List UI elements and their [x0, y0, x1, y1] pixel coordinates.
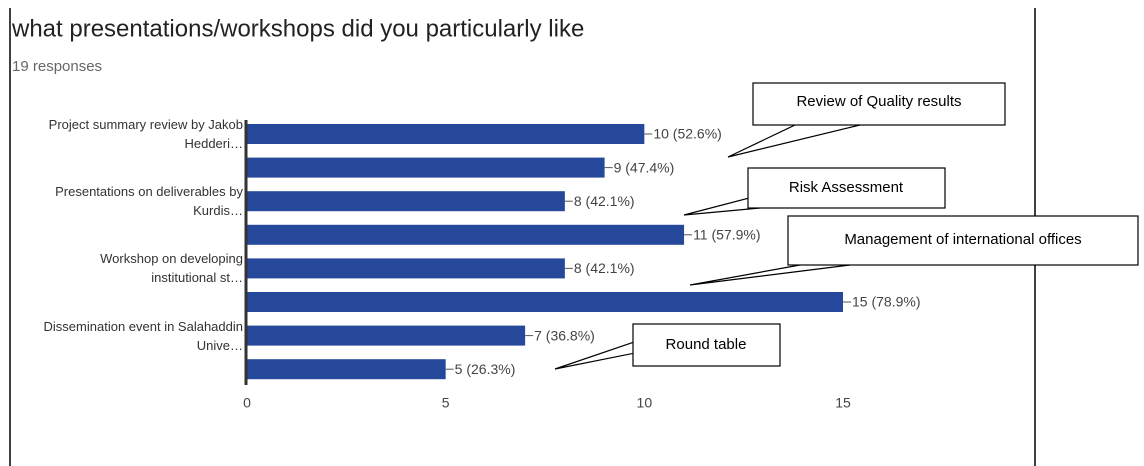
bar [247, 359, 446, 380]
chart-title: what presentations/workshops did you par… [11, 15, 584, 42]
bar [247, 292, 843, 312]
bar [247, 157, 605, 178]
x-tick-label: 10 [637, 395, 653, 411]
y-tick-label: Presentations on deliverables by Kurdis… [55, 184, 243, 219]
callouts [554, 82, 1139, 370]
callout-pointer [727, 124, 861, 158]
callout-pointer [554, 339, 641, 370]
callout-box [752, 82, 1006, 126]
value-label: 11 (57.9%) [693, 227, 760, 243]
bar [247, 224, 685, 245]
callout-pointer [689, 264, 851, 286]
x-tick-label: 0 [243, 395, 251, 411]
value-label: 15 (78.9%) [852, 294, 920, 310]
y-tick-label-box: Presentations on deliverables by Kurdis… [55, 184, 243, 219]
callout-box [747, 167, 946, 209]
value-label: 8 (42.1%) [574, 193, 635, 209]
y-tick-label: Dissemination event in Salahaddin Unive… [43, 318, 243, 353]
bar [247, 258, 565, 279]
callout-text: Risk Assessment [789, 179, 904, 196]
value-label: 9 (47.4%) [614, 159, 675, 175]
chart-subtitle: 19 responses [12, 58, 102, 75]
y-tick-label-box: Project summary review by Jakob Hedderi… [48, 117, 243, 151]
y-tick-label: Project summary review by Jakob Hedderi… [48, 117, 243, 151]
callout-box [787, 215, 1139, 266]
value-label: 8 (42.1%) [574, 260, 635, 276]
callout-text: Round table [666, 336, 747, 353]
bar [247, 325, 526, 346]
y-tick-label: Workshop on developing institutional st… [100, 251, 243, 286]
x-tick-label: 15 [835, 395, 851, 411]
y-tick-label-box: Workshop on developing institutional st… [100, 251, 243, 286]
y-tick-label-box: Dissemination event in Salahaddin Unive… [43, 318, 243, 353]
x-tick-label: 5 [442, 395, 450, 411]
callout-box [632, 323, 781, 367]
value-label: 5 (26.3%) [455, 361, 516, 377]
bar [247, 191, 565, 212]
bar [247, 124, 645, 144]
callout-text: Management of international offices [844, 231, 1081, 248]
value-label: 10 (52.6%) [653, 126, 721, 142]
value-label: 7 (36.8%) [534, 327, 595, 343]
callout-text: Review of Quality results [796, 93, 961, 110]
